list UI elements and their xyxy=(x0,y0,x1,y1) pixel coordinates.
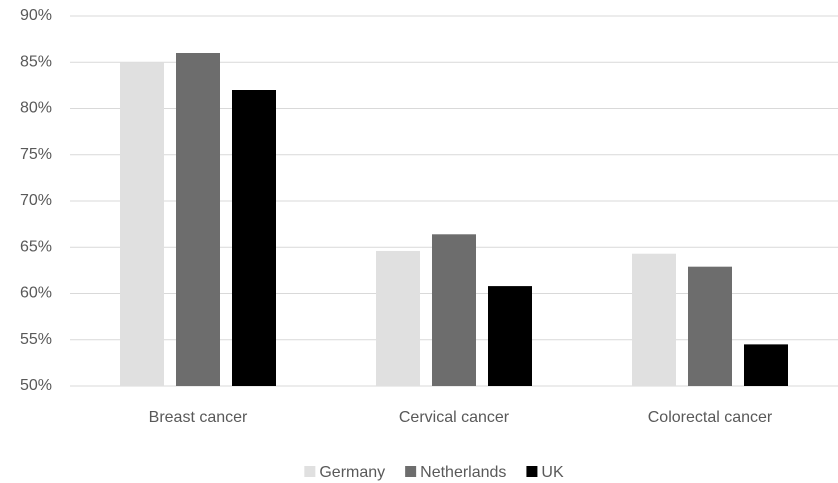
y-tick-label: 55% xyxy=(20,331,52,348)
legend-swatch xyxy=(405,466,417,477)
bar xyxy=(176,53,220,386)
legend-label: UK xyxy=(541,464,564,481)
y-tick-label: 90% xyxy=(20,7,52,24)
y-tick-label: 60% xyxy=(20,285,52,302)
bar xyxy=(632,253,676,386)
y-tick-label: 70% xyxy=(20,192,52,209)
legend-label: Netherlands xyxy=(420,464,506,481)
legend-swatch xyxy=(304,466,316,477)
x-tick-label: Colorectal cancer xyxy=(648,409,773,426)
y-tick-label: 80% xyxy=(20,100,52,117)
bar xyxy=(232,90,276,386)
x-tick-label: Cervical cancer xyxy=(399,409,510,426)
bar xyxy=(120,62,164,386)
bar xyxy=(688,266,732,386)
y-tick-label: 65% xyxy=(20,238,52,255)
y-tick-label: 50% xyxy=(20,377,52,394)
x-tick-label: Breast cancer xyxy=(149,409,248,426)
legend-label: Germany xyxy=(319,464,385,481)
bar xyxy=(376,250,420,386)
bar xyxy=(488,286,532,386)
legend-swatch xyxy=(526,466,538,477)
y-tick-label: 85% xyxy=(20,53,52,70)
bar xyxy=(744,344,788,386)
bar xyxy=(432,234,476,386)
y-tick-label: 75% xyxy=(20,146,52,163)
